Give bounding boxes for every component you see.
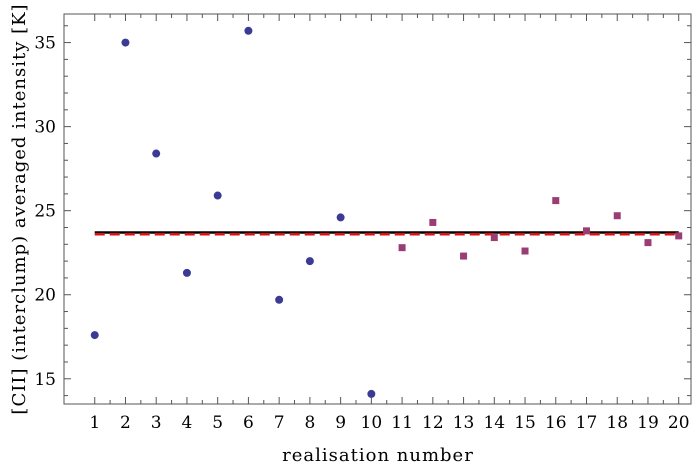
data-point-square <box>552 197 560 205</box>
x-tick-label: 12 <box>422 413 444 433</box>
data-point-circle <box>367 389 376 398</box>
data-point-circle <box>275 295 284 304</box>
y-tick-label: 15 <box>34 370 56 390</box>
data-point-circle <box>244 26 253 35</box>
y-tick-label: 25 <box>34 202 56 222</box>
data-point-circle <box>336 213 345 222</box>
x-tick-label: 20 <box>668 413 690 433</box>
x-tick-label: 13 <box>453 413 475 433</box>
x-tick-label: 19 <box>637 413 659 433</box>
x-tick-label: 11 <box>391 413 413 433</box>
y-tick-label: 35 <box>34 34 56 54</box>
data-point-circle <box>182 268 191 277</box>
x-tick-label: 10 <box>361 413 383 433</box>
plot-frame <box>63 13 692 405</box>
data-point-square <box>429 218 437 226</box>
x-tick-label: 1 <box>89 413 100 433</box>
data-points <box>90 26 683 398</box>
y-axis: 15 20 25 30 35 <box>34 25 691 397</box>
x-tick-label: 7 <box>274 413 285 433</box>
x-tick-label: 18 <box>606 413 628 433</box>
data-point-square <box>675 232 683 240</box>
y-tick-label: 30 <box>34 118 56 138</box>
x-tick-label: 15 <box>514 413 536 433</box>
x-tick-label: 17 <box>576 413 598 433</box>
data-point-circle <box>90 331 99 340</box>
x-tick-label: 9 <box>335 413 346 433</box>
x-tick-label: 8 <box>304 413 315 433</box>
data-point-square <box>644 239 652 247</box>
data-point-circle <box>152 149 161 158</box>
x-tick-label: 4 <box>182 413 193 433</box>
data-point-square <box>521 247 529 255</box>
x-tick-label: 6 <box>243 413 254 433</box>
data-point-square <box>613 212 621 220</box>
reference-lines <box>94 231 679 236</box>
x-axis-title: realisation number <box>282 445 474 466</box>
data-point-square <box>490 234 498 242</box>
x-tick-label: 5 <box>212 413 223 433</box>
x-tick-label: 16 <box>545 413 567 433</box>
x-axis: 1 2 3 4 5 6 7 8 9 10 11 12 13 14 15 16 17 18 19 20 <box>89 14 690 433</box>
x-tick-label: 14 <box>483 413 505 433</box>
x-tick-label: 3 <box>151 413 162 433</box>
x-tick-label: 2 <box>120 413 131 433</box>
y-axis-title: [CII] (interclump) averaged intensity [K… <box>9 3 30 414</box>
data-point-circle <box>213 191 222 200</box>
data-point-square <box>398 244 406 252</box>
y-tick-label: 20 <box>34 286 56 306</box>
data-point-circle <box>121 38 130 47</box>
data-point-square <box>583 227 590 235</box>
data-point-circle <box>305 257 314 266</box>
data-point-square <box>460 252 468 260</box>
